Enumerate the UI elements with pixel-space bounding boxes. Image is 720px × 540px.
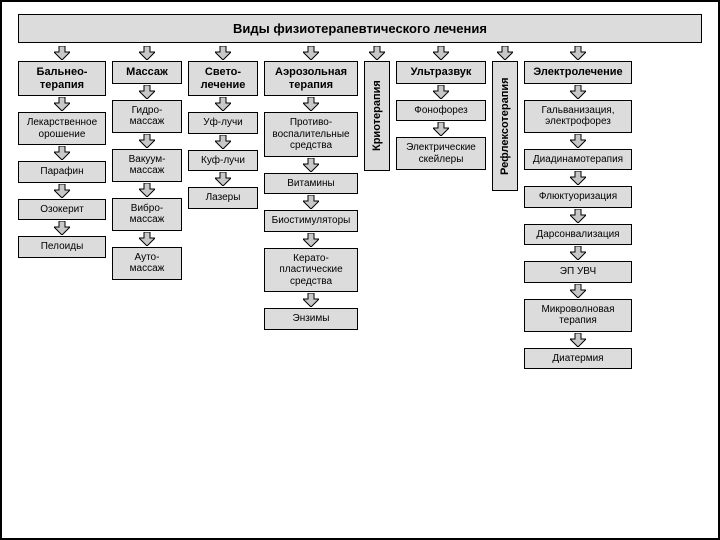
column-massage: Массаж Гидро-массаж Вакуум-массаж Вибро-… xyxy=(112,61,182,369)
column-reflex: Рефлексотерапия xyxy=(492,61,518,369)
item-ultra-0: Фонофорез xyxy=(396,100,486,122)
item-balneo-0: Лекарственное орошение xyxy=(18,112,106,145)
arrow-down-icon xyxy=(215,172,231,186)
arrow-down-icon xyxy=(433,122,449,136)
top-arrow-sveto xyxy=(188,45,258,61)
top-arrow-massage xyxy=(112,45,182,61)
arrow-down-icon xyxy=(303,195,319,209)
category-aerosol: Аэрозольная терапия xyxy=(264,61,358,96)
item-sveto-0: Уф-лучи xyxy=(188,112,258,134)
category-cryo: Криотерапия xyxy=(364,61,390,171)
arrow-down-icon xyxy=(303,158,319,172)
column-aerosol: Аэрозольная терапия Противо-воспалительн… xyxy=(264,61,358,369)
item-aerosol-3: Керато-пластические средства xyxy=(264,248,358,293)
columns-wrap: Бальнео-терапия Лекарственное орошение П… xyxy=(18,61,702,369)
arrow-down-icon xyxy=(139,134,155,148)
item-electro-1: Диадинамотерапия xyxy=(524,149,632,171)
column-cryo: Криотерапия xyxy=(364,61,390,369)
category-reflex: Рефлексотерапия xyxy=(492,61,518,191)
item-electro-3: Дарсонвализация xyxy=(524,224,632,246)
arrow-down-icon xyxy=(303,97,319,111)
arrow-down-icon xyxy=(570,85,586,99)
diagram-frame: Виды физиотерапевтического лечения Бальн… xyxy=(0,0,720,540)
arrow-down-icon xyxy=(570,46,586,60)
title-arrow-row xyxy=(18,45,702,61)
item-electro-5: Микроволновая терапия xyxy=(524,299,632,332)
category-massage: Массаж xyxy=(112,61,182,84)
column-ultra: Ультразвук Фонофорез Электрические скейл… xyxy=(396,61,486,369)
arrow-down-icon xyxy=(570,284,586,298)
item-balneo-1: Парафин xyxy=(18,161,106,183)
category-balneo: Бальнео-терапия xyxy=(18,61,106,96)
arrow-down-icon xyxy=(215,97,231,111)
top-arrow-ultra xyxy=(396,45,486,61)
arrow-down-icon xyxy=(54,184,70,198)
column-balneo: Бальнео-терапия Лекарственное орошение П… xyxy=(18,61,106,369)
item-aerosol-0: Противо-воспалительные средства xyxy=(264,112,358,157)
item-sveto-2: Лазеры xyxy=(188,187,258,209)
item-aerosol-2: Биостимуляторы xyxy=(264,210,358,232)
top-arrow-cryo xyxy=(364,45,390,61)
arrow-down-icon xyxy=(570,209,586,223)
item-massage-3: Ауто-массаж xyxy=(112,247,182,280)
column-electro: Электролечение Гальванизация, электрофор… xyxy=(524,61,632,369)
arrow-down-icon xyxy=(570,134,586,148)
arrow-down-icon xyxy=(139,46,155,60)
arrow-down-icon xyxy=(570,171,586,185)
arrow-down-icon xyxy=(369,46,385,60)
category-ultra: Ультразвук xyxy=(396,61,486,84)
arrow-down-icon xyxy=(139,232,155,246)
item-massage-1: Вакуум-массаж xyxy=(112,149,182,182)
arrow-down-icon xyxy=(54,221,70,235)
item-balneo-2: Озокерит xyxy=(18,199,106,221)
category-sveto: Свето-лечение xyxy=(188,61,258,96)
item-electro-6: Диатермия xyxy=(524,348,632,370)
arrow-down-icon xyxy=(303,233,319,247)
item-sveto-1: Куф-лучи xyxy=(188,150,258,172)
arrow-down-icon xyxy=(303,293,319,307)
arrow-down-icon xyxy=(215,46,231,60)
arrow-down-icon xyxy=(303,46,319,60)
arrow-down-icon xyxy=(433,85,449,99)
item-balneo-3: Пелоиды xyxy=(18,236,106,258)
arrow-down-icon xyxy=(54,146,70,160)
item-massage-0: Гидро-массаж xyxy=(112,100,182,133)
item-electro-0: Гальванизация, электрофорез xyxy=(524,100,632,133)
arrow-down-icon xyxy=(497,46,513,60)
item-ultra-1: Электрические скейлеры xyxy=(396,137,486,170)
arrow-down-icon xyxy=(570,246,586,260)
diagram-title: Виды физиотерапевтического лечения xyxy=(18,14,702,43)
arrow-down-icon xyxy=(54,46,70,60)
item-massage-2: Вибро-массаж xyxy=(112,198,182,231)
item-aerosol-4: Энзимы xyxy=(264,308,358,330)
arrow-down-icon xyxy=(570,333,586,347)
arrow-down-icon xyxy=(139,183,155,197)
item-electro-2: Флюктуоризация xyxy=(524,186,632,208)
arrow-down-icon xyxy=(215,135,231,149)
arrow-down-icon xyxy=(54,97,70,111)
item-electro-4: ЭП УВЧ xyxy=(524,261,632,283)
arrow-down-icon xyxy=(433,46,449,60)
top-arrow-aerosol xyxy=(264,45,358,61)
item-aerosol-1: Витамины xyxy=(264,173,358,195)
top-arrow-balneo xyxy=(18,45,106,61)
top-arrow-electro xyxy=(524,45,632,61)
arrow-down-icon xyxy=(139,85,155,99)
column-sveto: Свето-лечение Уф-лучи Куф-лучи Лазеры xyxy=(188,61,258,369)
top-arrow-reflex xyxy=(492,45,518,61)
category-electro: Электролечение xyxy=(524,61,632,84)
